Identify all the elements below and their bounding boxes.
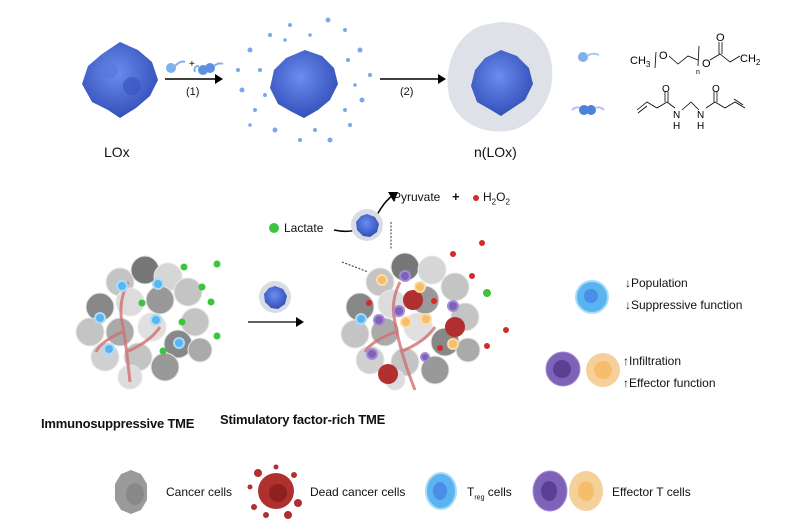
monomer-icons: +: [166, 59, 224, 75]
legend-cancer-cells: Cancer cells: [166, 485, 233, 499]
svg-text:O: O: [712, 84, 720, 95]
nlox-label: n(LOx): [474, 144, 517, 160]
svg-text:CH2: CH2: [740, 53, 761, 67]
step1-arrow: [165, 74, 223, 84]
dead-cancer-cell-icon: [247, 464, 302, 519]
svg-text:O: O: [662, 84, 670, 95]
svg-text:+: +: [189, 59, 195, 70]
step2-label: (2): [400, 86, 414, 98]
svg-text:N: N: [697, 110, 704, 121]
treg-effect-population: ↓Population: [625, 276, 688, 290]
plus-sign: +: [452, 189, 460, 204]
svg-text:O: O: [659, 50, 668, 62]
svg-text:H: H: [697, 121, 704, 132]
svg-text:CH3: CH3: [630, 55, 651, 69]
lactate-label: Lactate: [284, 221, 324, 235]
stimulatory-tme-title: Stimulatory factor-rich TME: [220, 412, 386, 427]
step1-label: (1): [186, 86, 200, 98]
lox-with-monomers: [236, 17, 372, 143]
zoom-dashed-lines: [341, 222, 392, 273]
legend-dead-cancer-cells: Dead cancer cells: [310, 485, 406, 499]
stimulatory-tumor: [340, 240, 509, 391]
h2o2-label: H2O2: [483, 190, 510, 207]
effector-effect-function: ↑Effector function: [623, 376, 716, 390]
legend: Cancer cells Dead cancer cells Treg cell…: [0, 464, 800, 519]
lox-label: LOx: [104, 144, 130, 160]
nlox-small: [351, 209, 383, 241]
treg-cell-icon: [575, 280, 609, 314]
svg-text:H: H: [673, 121, 680, 132]
svg-text:N: N: [673, 110, 680, 121]
immunosuppressive-tme-title: Immunosuppressive TME: [41, 416, 195, 431]
crosslinker-icon: [571, 105, 605, 115]
h2o2-dot: [473, 195, 479, 201]
bisacrylamide-structure: O N H N H O: [636, 84, 746, 132]
svg-text:n: n: [696, 69, 700, 76]
treatment-arrow: [248, 317, 304, 327]
peg-monomer-icon: [578, 52, 600, 62]
effector-cells-icon: [545, 351, 620, 387]
lox-protein: [82, 42, 158, 118]
effector-legend-icon: [532, 470, 603, 512]
treg-legend-icon: [425, 472, 457, 510]
legend-effector-t-cells: Effector T cells: [612, 485, 691, 499]
effector-effect-infiltration: ↑Infiltration: [623, 354, 682, 368]
step2-arrow: [380, 74, 446, 84]
cancer-cell-icon: [115, 470, 147, 514]
immunosuppressive-tumor: [75, 255, 221, 390]
treg-effect-suppressive: ↓Suppressive function: [625, 298, 743, 312]
svg-text:O: O: [716, 32, 725, 44]
pyruvate-label: Pyruvate: [393, 190, 441, 204]
nlox-nanocapsule: [447, 22, 553, 132]
legend-treg-cells: Treg cells: [467, 485, 512, 502]
peg-acrylate-structure: CH3 O n O O CH2: [630, 32, 761, 76]
treatment-nlox-icon: [259, 281, 291, 313]
svg-text:O: O: [702, 58, 711, 70]
lactate-dot: [269, 223, 279, 233]
